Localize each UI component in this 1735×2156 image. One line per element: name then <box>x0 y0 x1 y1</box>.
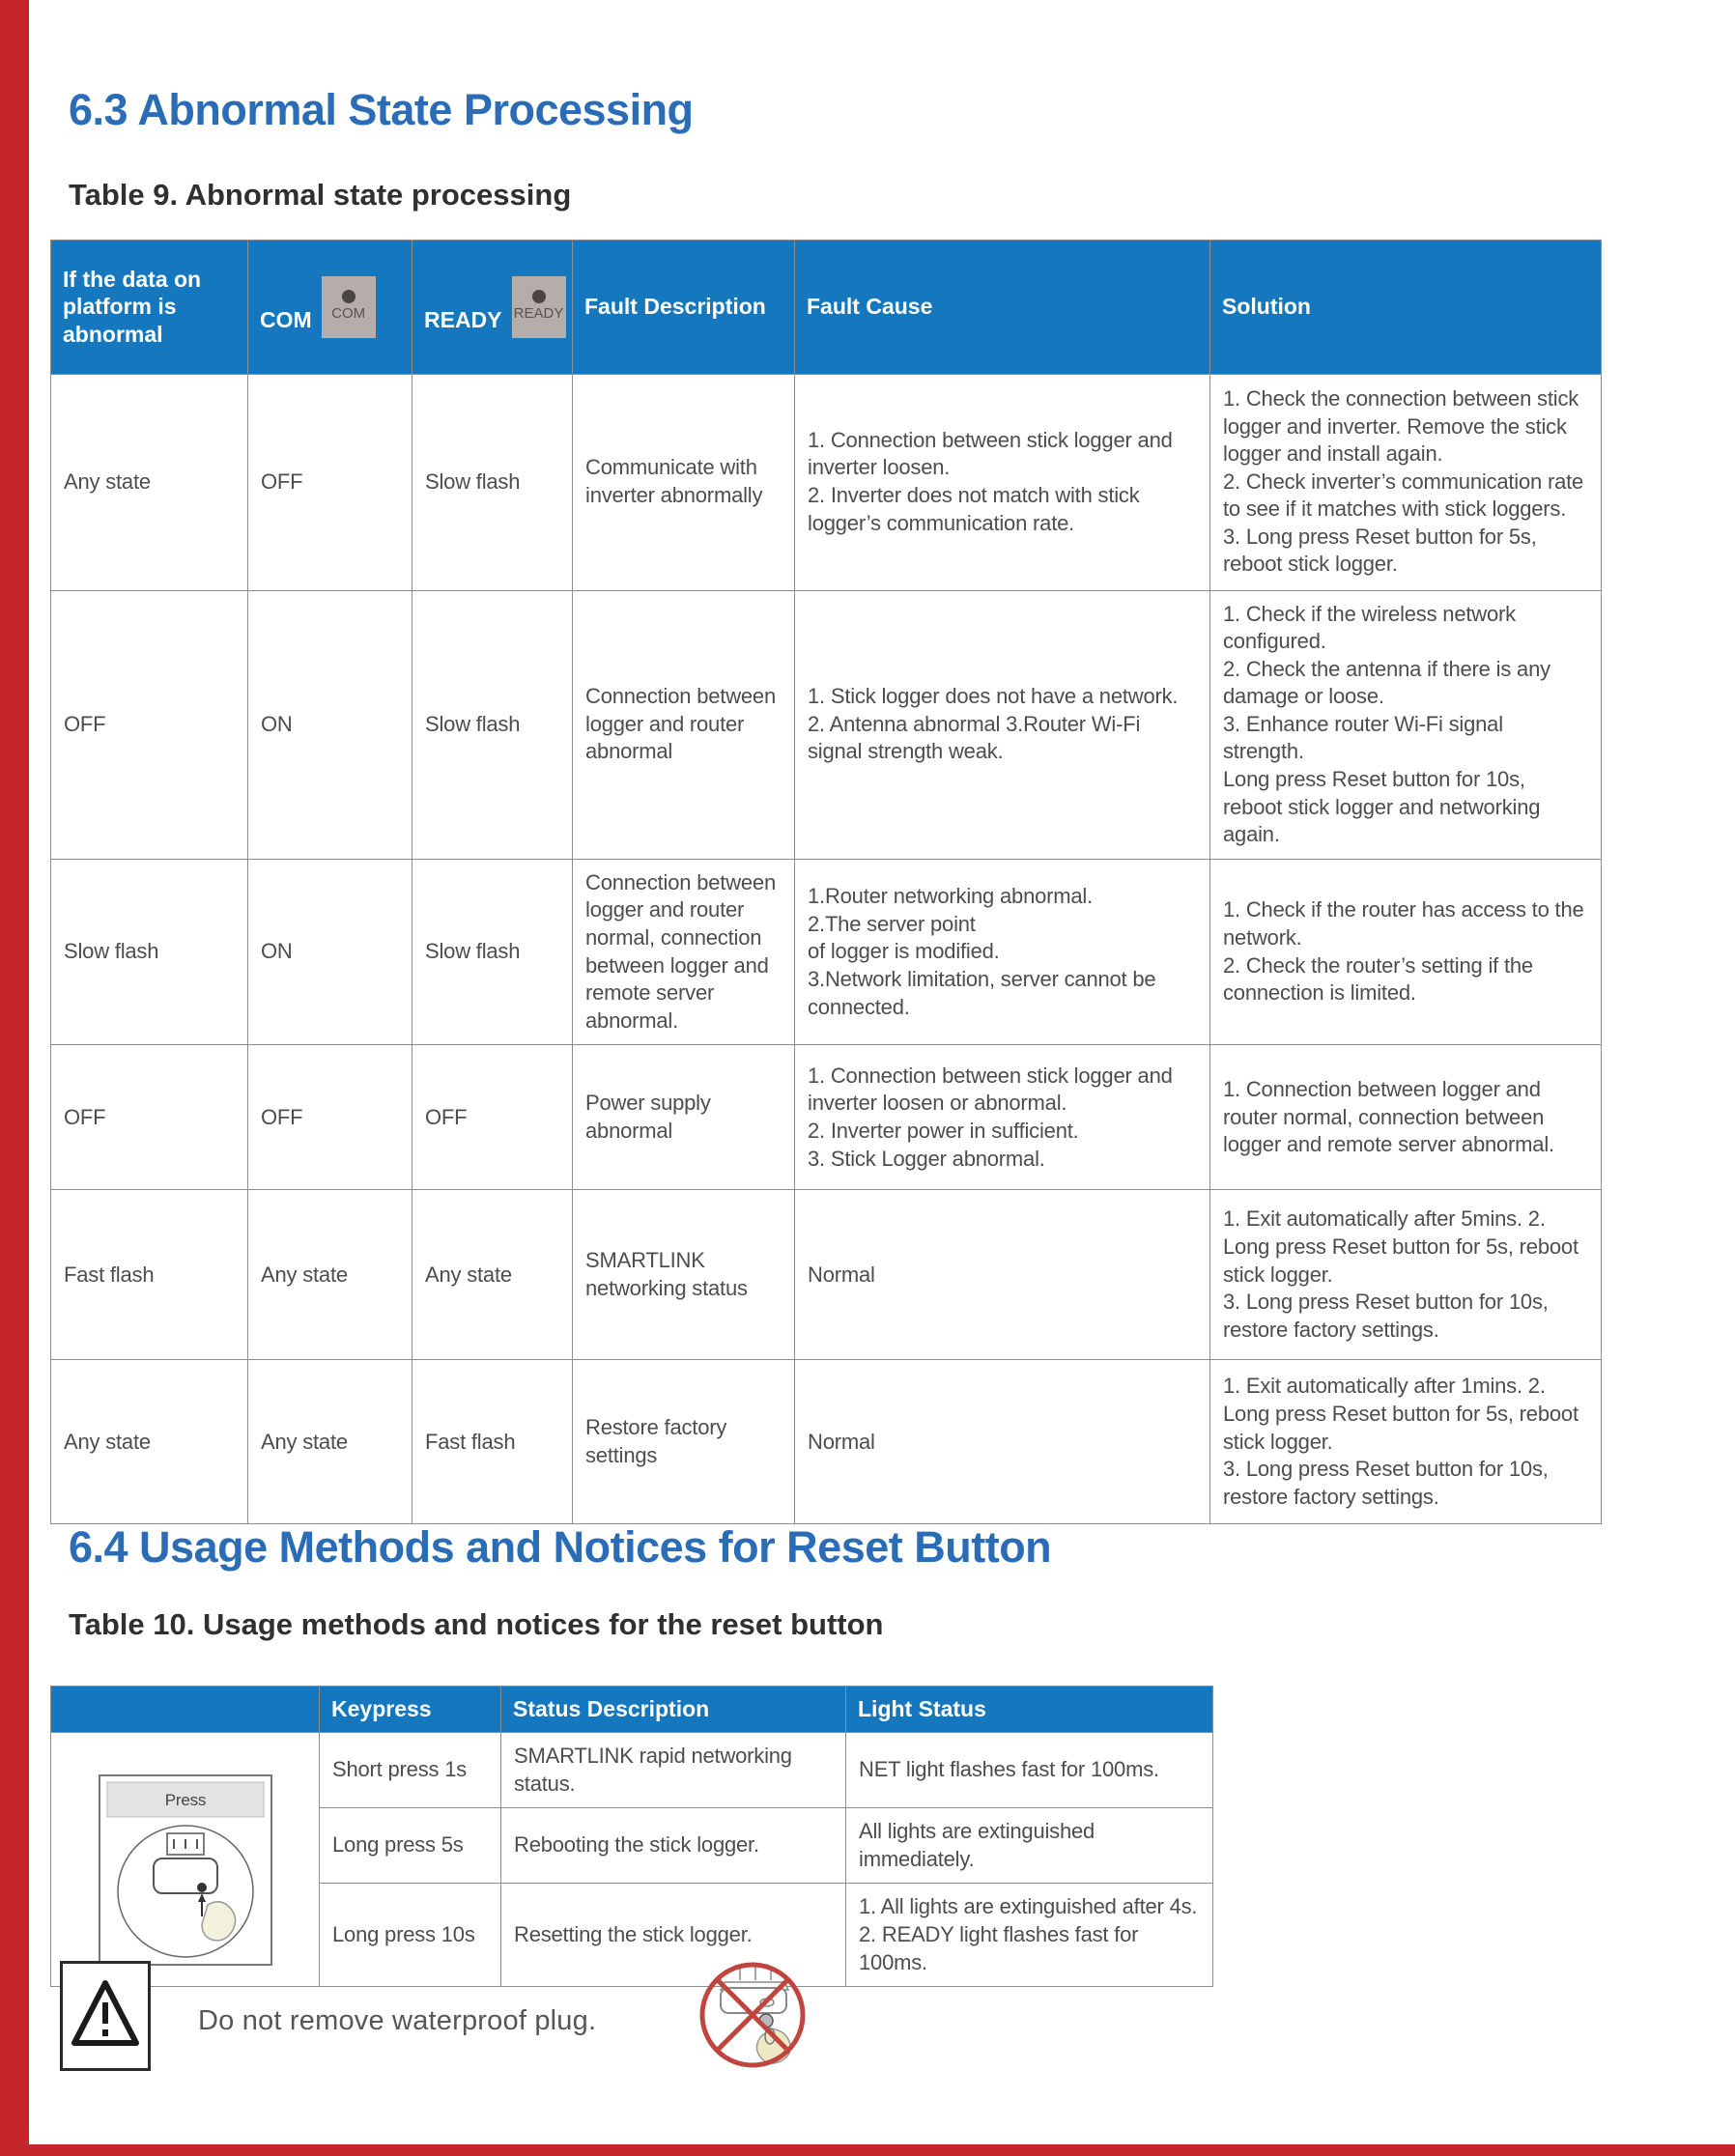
cell-fault-cause: 1. Stick logger does not have a network.… <box>794 589 1210 860</box>
cell-ready: Slow flash <box>412 589 573 860</box>
cell-solution: 1. Exit automatically after 5mins. 2. Lo… <box>1209 1189 1602 1361</box>
cell-ready: Any state <box>412 1189 573 1361</box>
table9-header-com: COM COM <box>247 240 412 375</box>
table10-header-empty <box>50 1686 320 1733</box>
cell-fault-description: Restore factory settings <box>572 1359 795 1525</box>
table10-header-light: Light Status <box>845 1686 1213 1733</box>
cell-platform: OFF <box>50 589 248 860</box>
led-dot <box>531 290 546 304</box>
table-row: Fast flash Any state Any state SMARTLINK… <box>50 1189 1602 1361</box>
table-row: Long press 10s Resetting the stick logge… <box>51 1883 1213 1988</box>
page-bottom-accent <box>0 2144 1735 2156</box>
press-illustration-cell: Press <box>50 1731 320 1988</box>
table-row: Long press 5s Rebooting the stick logger… <box>51 1807 1213 1885</box>
table-row: Slow flash ON Slow flash Connection betw… <box>50 858 1602 1046</box>
ready-led-icon: READY <box>511 275 566 338</box>
table9-header-fault-description: Fault Description <box>572 240 795 375</box>
cell-ready: Slow flash <box>412 858 573 1046</box>
table-row: Any state Any state Fast flash Restore f… <box>50 1359 1602 1525</box>
cell-fault-description: Connection between logger and router abn… <box>572 589 795 860</box>
cell-ready: Fast flash <box>412 1359 573 1525</box>
led-dot <box>341 290 356 304</box>
cell-light-status: NET light flashes fast for 100ms. <box>845 1731 1213 1809</box>
cell-fault-description: SMARTLINK networking status <box>572 1189 795 1361</box>
cell-solution: 1. Check the connection between stick lo… <box>1209 373 1602 591</box>
press-label: Press <box>164 1791 205 1809</box>
table10-caption: Table 10. Usage methods and notices for … <box>69 1607 884 1641</box>
cell-fault-cause: 1. Connection between stick logger and i… <box>794 373 1210 591</box>
table10-header-keypress: Keypress <box>319 1686 501 1733</box>
table10-reset-button: Keypress Status Description Light Status… <box>50 1686 1213 1988</box>
cell-status-description: Resetting the stick logger. <box>500 1883 846 1988</box>
table-row: Any state OFF Slow flash Communicate wit… <box>50 373 1602 591</box>
cell-fault-description: Communicate with inverter abnormally <box>572 373 795 591</box>
table9-header-solution: Solution <box>1209 240 1602 375</box>
table-row: OFF ON Slow flash Connection between log… <box>50 589 1602 860</box>
cell-keypress: Long press 10s <box>319 1883 501 1988</box>
section-6-4-title: 6.4 Usage Methods and Notices for Reset … <box>69 1522 1052 1572</box>
cell-fault-cause: Normal <box>794 1359 1210 1525</box>
table9-abnormal-state: If the data on platform is abnormal COM … <box>50 240 1602 1525</box>
com-led-icon: COM <box>321 275 376 338</box>
warning-icon <box>71 1980 139 2046</box>
cell-fault-description: Power supply abnormal <box>572 1044 795 1191</box>
table10-header-status: Status Description <box>500 1686 846 1733</box>
cell-com: OFF <box>247 373 412 591</box>
section-6-3-title: 6.3 Abnormal State Processing <box>69 85 694 134</box>
page-left-accent <box>0 0 29 2156</box>
table9-header-platform: If the data on platform is abnormal <box>50 240 248 375</box>
no-remove-plug-icon <box>699 1962 806 2068</box>
cell-fault-description: Connection between logger and router nor… <box>572 858 795 1046</box>
table-row: Press Short press 1s SMARTLINK rap <box>50 1731 1213 1988</box>
cell-ready: OFF <box>412 1044 573 1191</box>
table9-header-ready: READY READY <box>412 240 573 375</box>
reset-button-press-illustration: Press <box>98 1773 272 1966</box>
cell-solution: 1. Exit automatically after 1mins. 2. Lo… <box>1209 1359 1602 1525</box>
cell-status-description: SMARTLINK rapid networking status. <box>500 1731 846 1809</box>
cell-com: ON <box>247 858 412 1046</box>
cell-com: Any state <box>247 1189 412 1361</box>
cell-platform: Any state <box>50 373 248 591</box>
cell-solution: 1. Check if the wireless network configu… <box>1209 589 1602 860</box>
table-row: OFF OFF OFF Power supply abnormal 1. Con… <box>50 1044 1602 1191</box>
cell-fault-cause: 1.Router networking abnormal. 2.The serv… <box>794 858 1210 1046</box>
cell-platform: Any state <box>50 1359 248 1525</box>
cell-platform: Slow flash <box>50 858 248 1046</box>
table9-header-fault-cause: Fault Cause <box>794 240 1210 375</box>
cell-solution: 1. Check if the router has access to the… <box>1209 858 1602 1046</box>
cell-light-status: 1. All lights are extinguished after 4s.… <box>845 1883 1213 1988</box>
cell-com: Any state <box>247 1359 412 1525</box>
cell-com: OFF <box>247 1044 412 1191</box>
cell-platform: Fast flash <box>50 1189 248 1361</box>
cell-fault-cause: Normal <box>794 1189 1210 1361</box>
cell-keypress: Long press 5s <box>319 1807 501 1885</box>
cell-ready: Slow flash <box>412 373 573 591</box>
table9-caption: Table 9. Abnormal state processing <box>69 178 572 212</box>
table9-header-row: If the data on platform is abnormal COM … <box>50 240 1602 375</box>
cell-keypress: Short press 1s <box>319 1731 501 1809</box>
cell-com: ON <box>247 589 412 860</box>
warning-text: Do not remove waterproof plug. <box>198 2005 597 2036</box>
warning-box <box>60 1961 151 2071</box>
hand-icon <box>200 1900 236 1942</box>
table10-header-row: Keypress Status Description Light Status <box>50 1686 1213 1733</box>
cell-light-status: All lights are extinguished immediately. <box>845 1807 1213 1885</box>
cell-platform: OFF <box>50 1044 248 1191</box>
cell-solution: 1. Connection between logger and router … <box>1209 1044 1602 1191</box>
cell-fault-cause: 1. Connection between stick logger and i… <box>794 1044 1210 1191</box>
cell-status-description: Rebooting the stick logger. <box>500 1807 846 1885</box>
